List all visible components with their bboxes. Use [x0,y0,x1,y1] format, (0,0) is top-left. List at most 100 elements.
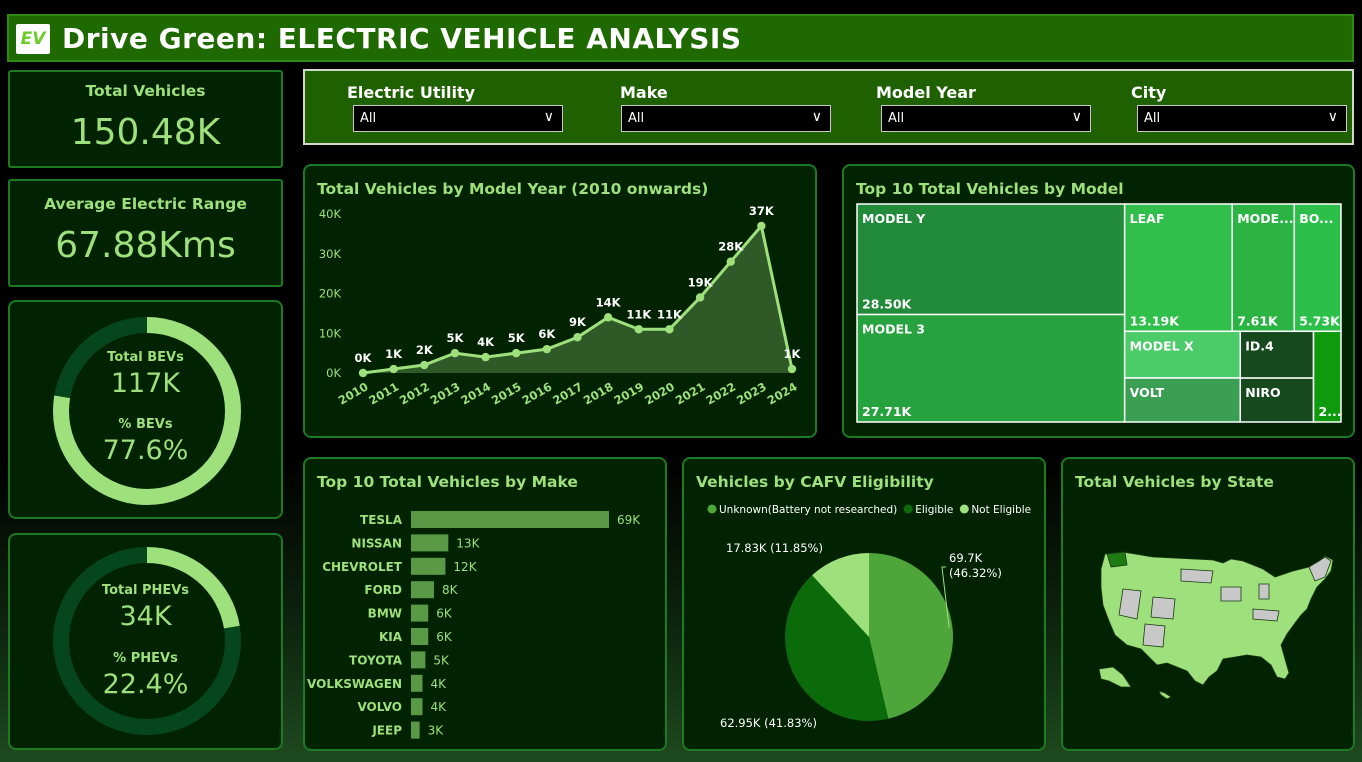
x-tick-label: 2015 [489,379,524,407]
filter-select-make[interactable]: All ∨ [621,105,831,132]
area-point[interactable] [695,293,705,302]
phev-percent-value: 22.4% [102,669,189,700]
bar[interactable] [411,698,423,716]
area-point[interactable] [757,221,766,231]
chevron-down-icon: ∨ [1327,109,1338,125]
bar-data-label: 69K [617,513,641,527]
model-year-area-chart: 0K10K20K30K40K0K20101K20112K20125K20134K… [319,204,802,408]
y-tick-label: 40K [319,207,342,221]
bar[interactable] [411,557,446,575]
kpi-avg-range-value: 67.88Kms [55,225,236,266]
area-point[interactable] [389,364,398,374]
legend-label[interactable]: Eligible [915,504,953,516]
us-mainland-shape [1098,551,1334,700]
bar-category-label: TESLA [360,513,403,527]
x-tick-label: 2021 [673,379,708,407]
treemap-tile-name: MODE... [1237,211,1293,226]
phev-total-value: 34K [119,601,172,632]
bar[interactable] [411,651,426,669]
bar-category-label: KIA [379,630,403,644]
x-tick-label: 2019 [612,379,647,407]
bev-total-value: 117K [110,368,181,399]
bar[interactable] [411,534,449,552]
x-tick-label: 2011 [366,379,401,407]
cafv-pie-chart: Unknown(Battery not researched) Eligible N… [707,504,1031,730]
kpi-total-vehicles-label: Total Vehicles [85,82,206,100]
bar[interactable] [411,674,423,692]
area-fill [363,225,792,373]
area-point[interactable] [358,368,368,378]
treemap-tile[interactable] [1239,377,1315,423]
area-point[interactable] [573,333,582,342]
bar[interactable] [411,628,429,645]
area-point[interactable] [420,360,429,370]
treemap-tile-name: BO... [1299,211,1333,226]
chevron-down-icon: ∨ [543,109,554,125]
bev-percent-value: 77.6% [102,435,189,466]
area-point[interactable] [512,348,521,358]
area-data-label: 19K [688,275,714,289]
legend-label[interactable]: Not Eligible [971,504,1031,516]
phev-donut-arc [53,547,241,735]
bar-data-label: 6K [436,630,453,644]
treemap-tile[interactable] [1239,330,1315,379]
state-map-card: Total Vehicles by State [1061,457,1355,751]
area-point[interactable] [542,344,552,354]
area-data-label: 11K [657,307,683,321]
pie-data-label: 69.7K [949,551,983,565]
model-treemap-title: Top 10 Total Vehicles by Model [856,180,1124,198]
area-point[interactable] [665,325,674,334]
pie-slice[interactable] [785,575,889,721]
treemap-tile-value: 2... [1319,404,1342,419]
x-tick-label: 2023 [734,379,769,407]
area-data-label: 4K [477,335,495,349]
treemap-tile[interactable] [856,313,1126,423]
legend-label[interactable]: Unknown(Battery not researched) [719,504,897,516]
area-data-label: 5K [446,331,464,345]
filter-select-model-year[interactable]: All ∨ [881,105,1091,132]
treemap-tile-value: 5.73K [1299,313,1341,328]
pie-data-label: 62.95K (41.83%) [720,716,817,730]
y-tick-label: 0K [326,366,341,380]
area-data-label: 9K [569,315,587,329]
x-tick-label: 2010 [336,379,371,407]
filter-select-electric-utility[interactable]: All ∨ [353,105,563,132]
y-tick-label: 30K [319,247,342,261]
area-point[interactable] [481,352,490,362]
treemap-tile-name: MODEL Y [862,211,926,226]
bev-donut-card: Total BEVs 117K % BEVs 77.6% [8,300,283,519]
x-tick-label: 2012 [397,379,432,407]
bar-data-label: 8K [442,583,459,597]
area-point[interactable] [603,313,613,322]
bar[interactable] [411,721,420,739]
area-point[interactable] [787,364,797,374]
pie-slice[interactable] [812,553,869,637]
area-data-label: 14K [596,295,622,309]
bar[interactable] [411,604,429,622]
bar-category-label: TOYOTA [349,653,403,667]
filter-select-city[interactable]: All ∨ [1137,105,1347,132]
area-point[interactable] [726,257,735,266]
bar-category-label: BMW [368,607,402,621]
pie-slice[interactable] [869,553,953,719]
area-point[interactable] [634,325,643,334]
phev-total-label: Total PHEVs [101,583,190,598]
treemap-tile[interactable] [1123,377,1242,423]
bar-category-label: FORD [364,583,402,597]
treemap-tile[interactable] [1312,330,1342,423]
bar[interactable] [411,511,609,528]
treemap-tile-value: 28.50K [862,297,913,312]
area-point[interactable] [450,348,460,358]
us-state-map[interactable] [1063,459,1353,749]
bar-category-label: JEEP [371,724,402,738]
bar-category-label: VOLVO [357,700,402,714]
model-year-chart-title: Total Vehicles by Model Year (2010 onwar… [317,180,709,198]
bev-total-label: Total BEVs [107,350,184,365]
bar[interactable] [411,581,434,599]
area-data-label: 1K [784,347,802,361]
treemap-tile[interactable] [1123,330,1242,379]
filter-label-make: Make [620,83,668,102]
dashboard-header: EV Drive Green: ELECTRIC VEHICLE ANALYSI… [7,14,1354,62]
bev-donut-chart [53,317,241,505]
treemap-tile-value: 7.61K [1237,313,1279,328]
